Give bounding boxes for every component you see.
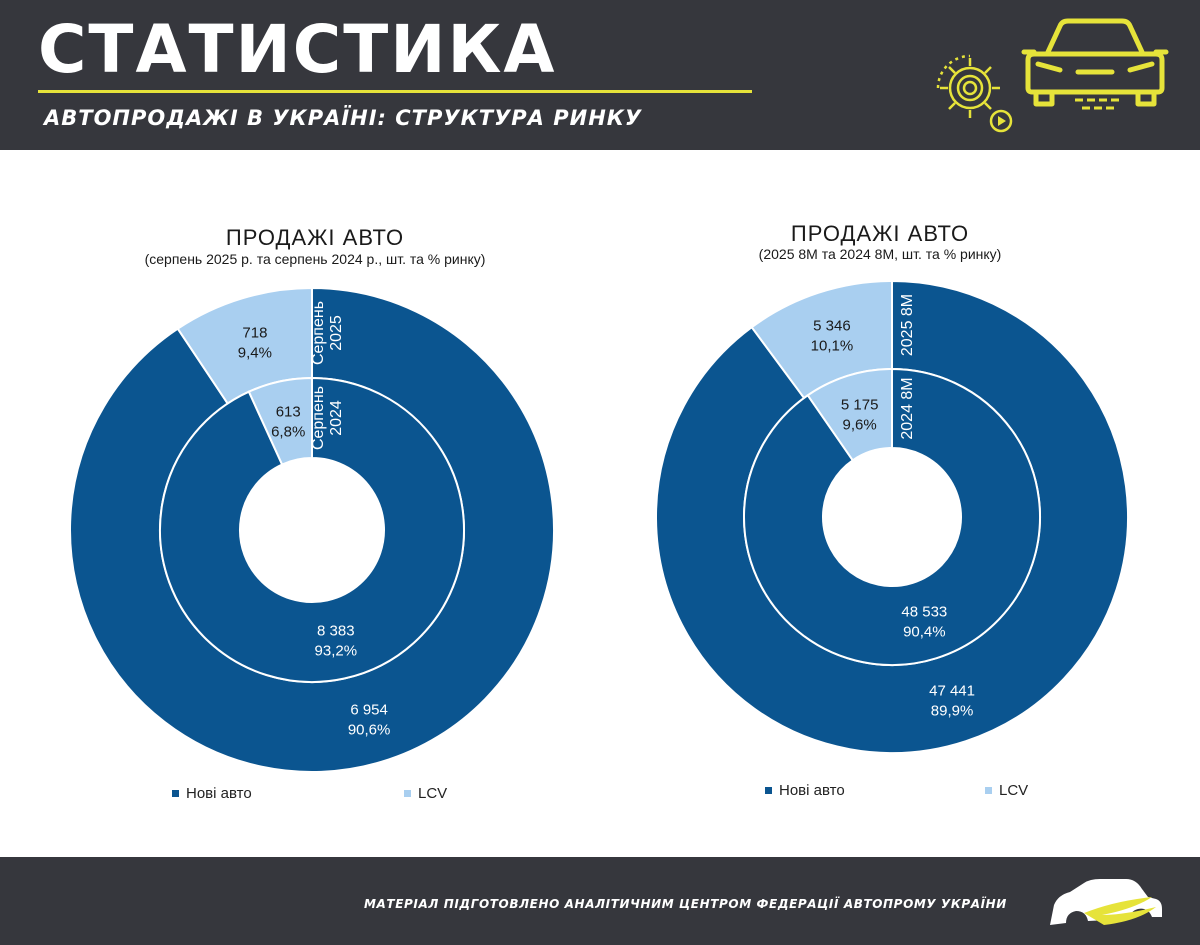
inner-ring-slice-lcv bbox=[806, 367, 893, 462]
chart-subtitle: (серпень 2025 р. та серпень 2024 р., шт.… bbox=[144, 251, 486, 267]
legend-swatch bbox=[404, 790, 411, 797]
play-icon bbox=[989, 109, 1013, 133]
data-label-percent: 10,1% bbox=[811, 338, 854, 355]
inner-ring-slice-new-cars bbox=[743, 367, 1041, 666]
legend-label: Нові авто bbox=[186, 785, 252, 802]
data-label-percent: 9,4% bbox=[238, 344, 272, 361]
footer-logo-icon bbox=[1050, 879, 1162, 925]
legend-swatch bbox=[765, 787, 772, 794]
footer-band: МАТЕРІАЛ ПІДГОТОВЛЕНО АНАЛІТИЧНИМ ЦЕНТРО… bbox=[0, 857, 1200, 945]
ring-series-label: 2025 8М bbox=[899, 294, 916, 356]
data-label-value: 47 441 bbox=[929, 682, 975, 699]
legend-item-new-cars: Нові авто bbox=[765, 782, 845, 799]
legend-label: LCV bbox=[418, 785, 448, 802]
chart-title: ПРОДАЖІ АВТО bbox=[225, 225, 405, 250]
chart-subtitle: (2025 8М та 2024 8М, шт. та % ринку) bbox=[758, 246, 1002, 262]
data-label-value: 613 bbox=[276, 404, 301, 421]
header-band: СТАТИСТИКА АВТОПРОДАЖІ В УКРАЇНІ: СТРУКТ… bbox=[0, 0, 1200, 150]
ring-series-label-line: 2025 bbox=[328, 315, 345, 351]
inner-data-label-new-cars: 48 533 90,4% bbox=[901, 604, 947, 641]
outer-data-label-new-cars: 47 441 89,9% bbox=[929, 682, 975, 719]
outer-data-label-lcv: 718 9,4% bbox=[238, 324, 272, 361]
title-underline bbox=[38, 90, 752, 93]
data-label-percent: 93,2% bbox=[315, 642, 358, 659]
footer-credit: МАТЕРІАЛ ПІДГОТОВЛЕНО АНАЛІТИЧНИМ ЦЕНТРО… bbox=[364, 897, 1007, 911]
inner-data-label-lcv: 5 175 9,6% bbox=[841, 396, 879, 433]
ring-series-label-line: Серпень bbox=[310, 301, 327, 365]
legend-swatch bbox=[985, 787, 992, 794]
legend-label: Нові авто bbox=[779, 782, 845, 799]
data-label-percent: 89,9% bbox=[931, 702, 974, 719]
data-label-value: 5 346 bbox=[813, 318, 851, 335]
data-label-value: 718 bbox=[242, 324, 267, 341]
inner-data-label-new-cars: 8 383 93,2% bbox=[315, 622, 358, 659]
ring-series-label-line: 2024 8М bbox=[899, 377, 916, 439]
inner-ring-slice-lcv bbox=[247, 376, 313, 466]
ring-series-label: 2024 8М bbox=[899, 377, 916, 439]
page-title: СТАТИСТИКА bbox=[38, 11, 557, 88]
donut-chart-ytd: ПРОДАЖІ АВТО (2025 8М та 2024 8М, шт. та… bbox=[600, 0, 1200, 857]
donut-chart-monthly: ПРОДАЖІ АВТО (серпень 2025 р. та серпень… bbox=[0, 0, 600, 857]
data-label-value: 6 954 bbox=[350, 702, 388, 719]
car-icon bbox=[1021, 18, 1169, 110]
ring-series-label-line: Серпень bbox=[310, 386, 327, 450]
ring-series-label-line: 2024 bbox=[328, 400, 345, 436]
gear-icon bbox=[936, 54, 1013, 133]
legend-item-lcv: LCV bbox=[985, 782, 1028, 799]
legend-swatch bbox=[172, 790, 179, 797]
ring-series-label: Серпень 2024 bbox=[310, 386, 345, 450]
data-label-value: 8 383 bbox=[317, 622, 355, 639]
ring-series-label-line: 2025 8М bbox=[899, 294, 916, 356]
legend-item-new-cars: Нові авто bbox=[172, 785, 252, 802]
inner-ring-slice-new-cars bbox=[159, 376, 465, 683]
outer-data-label-new-cars: 6 954 90,6% bbox=[348, 702, 391, 739]
outer-data-label-lcv: 5 346 10,1% bbox=[811, 318, 854, 355]
legend-item-lcv: LCV bbox=[404, 785, 447, 802]
page-subtitle: АВТОПРОДАЖІ В УКРАЇНІ: СТРУКТУРА РИНКУ bbox=[44, 106, 643, 130]
data-label-percent: 90,6% bbox=[348, 722, 391, 739]
data-label-value: 5 175 bbox=[841, 396, 879, 413]
ring-series-label: Серпень 2025 bbox=[310, 301, 345, 365]
inner-data-label-lcv: 613 6,8% bbox=[271, 404, 305, 441]
data-label-percent: 9,6% bbox=[843, 416, 877, 433]
data-label-percent: 90,4% bbox=[903, 624, 946, 641]
data-label-value: 48 533 bbox=[901, 604, 947, 621]
data-label-percent: 6,8% bbox=[271, 424, 305, 441]
legend-label: LCV bbox=[999, 782, 1029, 799]
chart-title: ПРОДАЖІ АВТО bbox=[790, 221, 970, 246]
donut-plot: 2025 8М 2024 8М 47 441 89,9% 5 346 10,1% 48 53… bbox=[655, 279, 1129, 754]
